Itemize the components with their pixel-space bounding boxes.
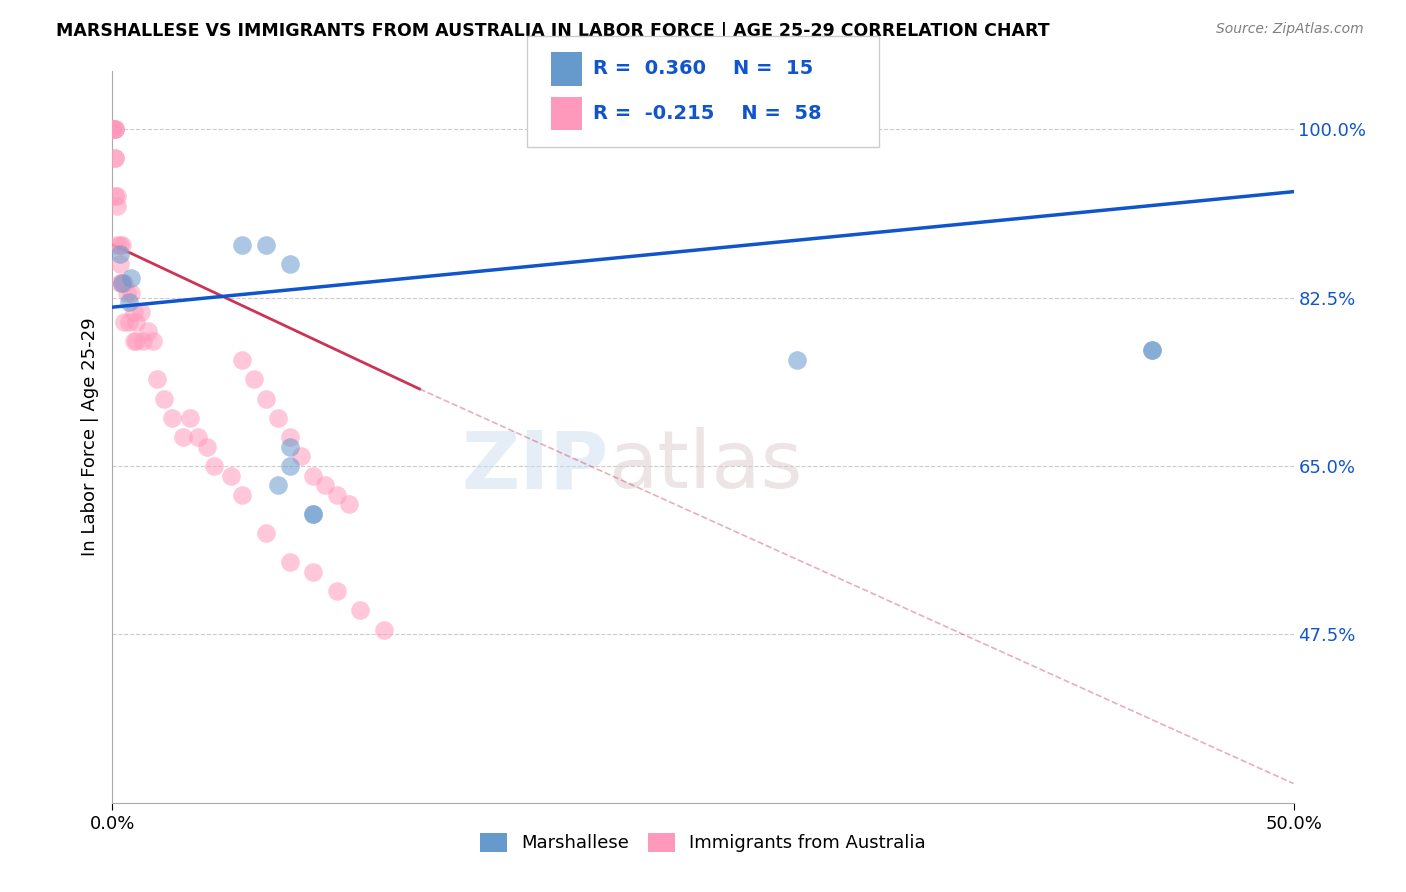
Point	[278, 430, 301, 444]
Point	[125, 334, 148, 348]
Point	[254, 237, 277, 252]
Point	[104, 189, 127, 203]
Text: atlas: atlas	[609, 427, 803, 506]
Point	[254, 392, 277, 406]
Text: ZIP: ZIP	[461, 427, 609, 506]
Point	[129, 305, 152, 319]
Point	[104, 122, 127, 136]
Point	[278, 555, 301, 569]
Point	[132, 334, 155, 348]
Point	[146, 372, 169, 386]
Point	[101, 122, 124, 136]
Point	[153, 392, 176, 406]
Y-axis label: In Labor Force | Age 25-29: In Labor Force | Age 25-29	[80, 318, 98, 557]
Point	[302, 507, 325, 521]
Legend: Marshallese, Immigrants from Australia: Marshallese, Immigrants from Australia	[472, 826, 934, 860]
Point	[108, 276, 131, 290]
Point	[314, 478, 336, 492]
Point	[278, 458, 301, 473]
Point	[115, 285, 138, 300]
Point	[105, 189, 128, 203]
Point	[243, 372, 266, 386]
Point	[278, 257, 301, 271]
Point	[786, 353, 808, 368]
Point	[101, 122, 124, 136]
Point	[112, 315, 135, 329]
Point	[142, 334, 165, 348]
Point	[108, 257, 131, 271]
Point	[1140, 343, 1163, 358]
Point	[195, 440, 218, 454]
Point	[101, 122, 124, 136]
Point	[125, 315, 148, 329]
Point	[326, 488, 349, 502]
Point	[373, 623, 395, 637]
Point	[326, 584, 349, 599]
Point	[136, 324, 159, 338]
Point	[104, 151, 127, 165]
Point	[104, 122, 127, 136]
Point	[302, 565, 325, 579]
Point	[337, 498, 360, 512]
Point	[219, 468, 242, 483]
Point	[101, 122, 124, 136]
Point	[104, 122, 127, 136]
Point	[1140, 343, 1163, 358]
Point	[302, 507, 325, 521]
Point	[108, 247, 131, 261]
Point	[118, 295, 141, 310]
Text: Source: ZipAtlas.com: Source: ZipAtlas.com	[1216, 22, 1364, 37]
Point	[254, 526, 277, 541]
Point	[349, 603, 371, 617]
Point	[118, 315, 141, 329]
Point	[101, 122, 124, 136]
Point	[111, 276, 134, 290]
Point	[108, 237, 131, 252]
Point	[172, 430, 194, 444]
Text: R =  -0.215    N =  58: R = -0.215 N = 58	[593, 104, 823, 123]
Point	[231, 353, 253, 368]
Point	[111, 237, 134, 252]
Point	[112, 276, 135, 290]
Point	[120, 271, 142, 285]
Point	[290, 450, 312, 464]
Point	[105, 237, 128, 252]
Point	[179, 410, 201, 425]
Point	[122, 334, 145, 348]
Point	[160, 410, 183, 425]
Point	[120, 285, 142, 300]
Point	[104, 151, 127, 165]
Point	[202, 458, 225, 473]
Text: MARSHALLESE VS IMMIGRANTS FROM AUSTRALIA IN LABOR FORCE | AGE 25-29 CORRELATION : MARSHALLESE VS IMMIGRANTS FROM AUSTRALIA…	[56, 22, 1050, 40]
Point	[231, 488, 253, 502]
Point	[231, 237, 253, 252]
Point	[186, 430, 208, 444]
Point	[105, 199, 128, 213]
Text: R =  0.360    N =  15: R = 0.360 N = 15	[593, 60, 814, 78]
Point	[267, 410, 290, 425]
Point	[278, 440, 301, 454]
Point	[267, 478, 290, 492]
Point	[111, 276, 134, 290]
Point	[122, 305, 145, 319]
Point	[302, 468, 325, 483]
